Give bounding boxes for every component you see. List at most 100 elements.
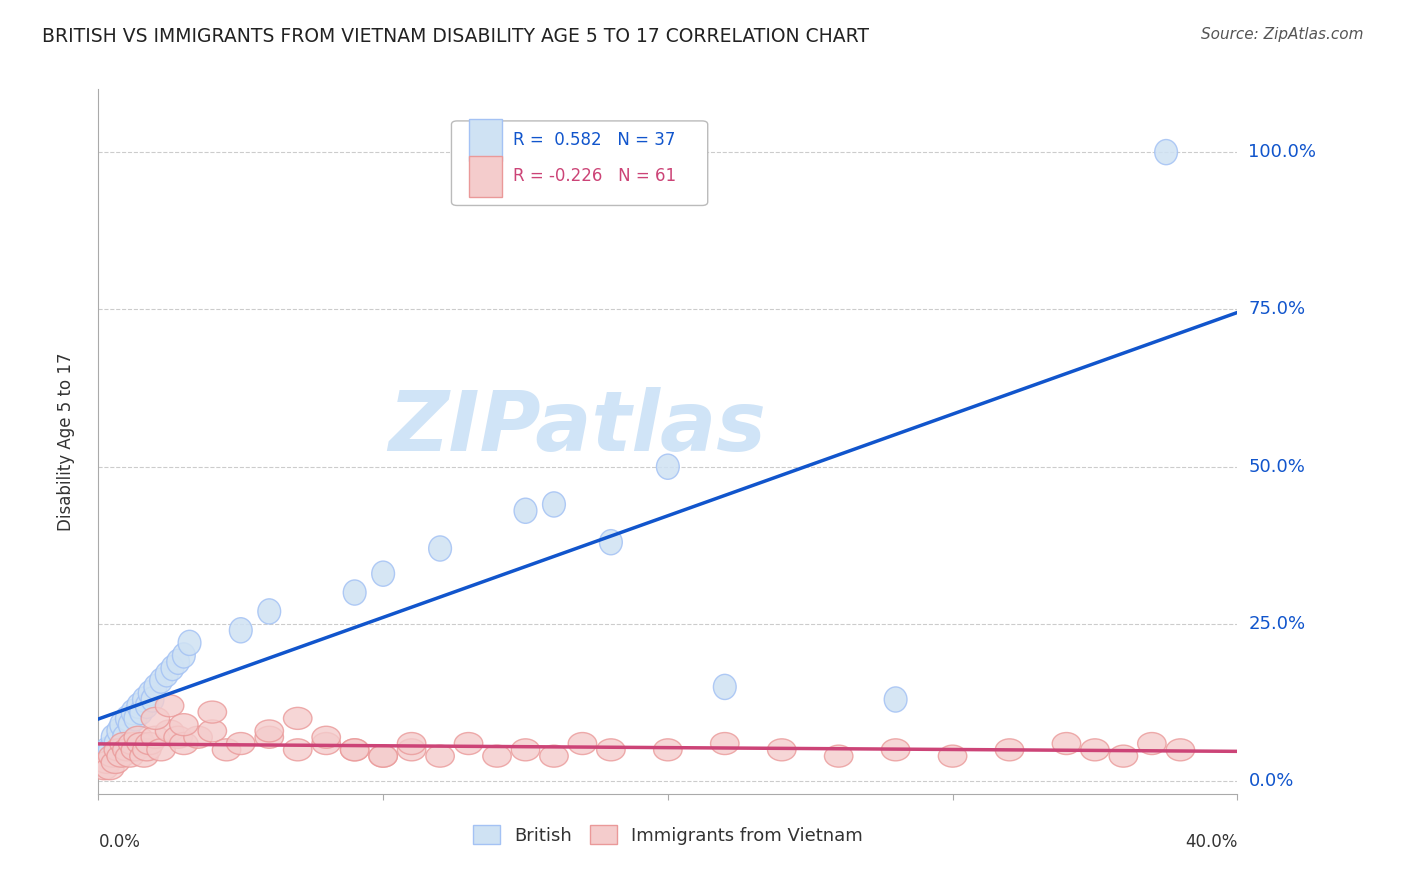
Ellipse shape [110, 712, 132, 738]
Ellipse shape [170, 714, 198, 736]
Ellipse shape [118, 732, 146, 755]
Text: 25.0%: 25.0% [1249, 615, 1306, 633]
Ellipse shape [713, 674, 737, 699]
Ellipse shape [284, 739, 312, 761]
Text: 75.0%: 75.0% [1249, 301, 1306, 318]
Ellipse shape [132, 739, 162, 761]
FancyBboxPatch shape [468, 120, 502, 161]
Ellipse shape [654, 739, 682, 761]
Ellipse shape [368, 745, 398, 767]
Ellipse shape [257, 599, 281, 624]
Ellipse shape [107, 745, 135, 767]
Ellipse shape [824, 745, 853, 767]
Ellipse shape [938, 745, 967, 767]
Ellipse shape [135, 693, 159, 718]
Text: R =  0.582   N = 37: R = 0.582 N = 37 [513, 131, 675, 149]
Ellipse shape [132, 687, 156, 712]
Ellipse shape [173, 643, 195, 668]
Ellipse shape [1081, 739, 1109, 761]
Ellipse shape [198, 720, 226, 742]
Ellipse shape [540, 745, 568, 767]
Ellipse shape [710, 732, 740, 755]
Ellipse shape [165, 726, 193, 748]
Ellipse shape [129, 699, 152, 724]
Ellipse shape [118, 712, 141, 738]
Ellipse shape [167, 649, 190, 674]
Ellipse shape [129, 745, 159, 767]
Ellipse shape [121, 699, 143, 724]
Ellipse shape [371, 561, 395, 586]
Ellipse shape [141, 707, 170, 730]
Ellipse shape [340, 739, 368, 761]
Text: 0.0%: 0.0% [1249, 772, 1294, 790]
Ellipse shape [93, 744, 115, 769]
Text: 0.0%: 0.0% [98, 833, 141, 851]
Ellipse shape [515, 498, 537, 524]
Ellipse shape [482, 745, 512, 767]
Ellipse shape [115, 745, 143, 767]
Ellipse shape [254, 720, 284, 742]
Text: 50.0%: 50.0% [1249, 458, 1305, 475]
Ellipse shape [454, 732, 482, 755]
Ellipse shape [212, 739, 240, 761]
Ellipse shape [429, 536, 451, 561]
Text: ZIPatlas: ZIPatlas [388, 387, 766, 468]
FancyBboxPatch shape [468, 155, 502, 197]
Ellipse shape [101, 751, 129, 773]
Ellipse shape [135, 732, 165, 755]
Y-axis label: Disability Age 5 to 17: Disability Age 5 to 17 [56, 352, 75, 531]
Ellipse shape [98, 745, 127, 767]
Ellipse shape [657, 454, 679, 479]
Ellipse shape [104, 739, 132, 761]
Ellipse shape [398, 739, 426, 761]
Ellipse shape [98, 738, 121, 763]
Ellipse shape [112, 739, 141, 761]
Ellipse shape [543, 491, 565, 517]
Ellipse shape [156, 662, 179, 687]
Ellipse shape [124, 706, 146, 731]
Ellipse shape [1109, 745, 1137, 767]
Ellipse shape [127, 693, 149, 718]
Ellipse shape [568, 732, 596, 755]
Ellipse shape [138, 681, 162, 706]
Ellipse shape [184, 726, 212, 748]
Ellipse shape [995, 739, 1024, 761]
Ellipse shape [312, 732, 340, 755]
Ellipse shape [170, 732, 198, 755]
Ellipse shape [312, 726, 340, 748]
Ellipse shape [254, 726, 284, 748]
Ellipse shape [198, 701, 226, 723]
Ellipse shape [1166, 739, 1195, 761]
Ellipse shape [93, 751, 121, 773]
Ellipse shape [104, 731, 127, 756]
Ellipse shape [90, 757, 118, 780]
Ellipse shape [368, 745, 398, 767]
Ellipse shape [229, 618, 252, 643]
Text: Source: ZipAtlas.com: Source: ZipAtlas.com [1201, 27, 1364, 42]
Ellipse shape [512, 739, 540, 761]
Ellipse shape [426, 745, 454, 767]
Text: BRITISH VS IMMIGRANTS FROM VIETNAM DISABILITY AGE 5 TO 17 CORRELATION CHART: BRITISH VS IMMIGRANTS FROM VIETNAM DISAB… [42, 27, 869, 45]
Ellipse shape [162, 656, 184, 681]
Ellipse shape [110, 732, 138, 755]
Ellipse shape [768, 739, 796, 761]
Ellipse shape [284, 707, 312, 730]
Ellipse shape [596, 739, 626, 761]
Ellipse shape [156, 720, 184, 742]
Ellipse shape [343, 580, 366, 605]
Ellipse shape [599, 530, 623, 555]
Ellipse shape [141, 687, 165, 712]
Ellipse shape [96, 738, 118, 763]
Ellipse shape [340, 739, 368, 761]
Ellipse shape [884, 687, 907, 712]
Ellipse shape [115, 706, 138, 731]
Ellipse shape [882, 739, 910, 761]
Text: R = -0.226   N = 61: R = -0.226 N = 61 [513, 168, 676, 186]
Ellipse shape [1052, 732, 1081, 755]
Ellipse shape [1154, 139, 1177, 165]
Text: 40.0%: 40.0% [1185, 833, 1237, 851]
Ellipse shape [141, 726, 170, 748]
Ellipse shape [149, 668, 173, 693]
Ellipse shape [101, 724, 124, 750]
FancyBboxPatch shape [451, 121, 707, 205]
